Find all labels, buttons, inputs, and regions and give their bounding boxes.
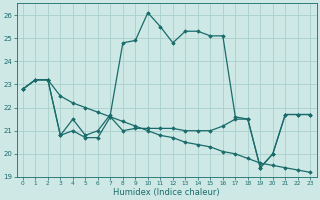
X-axis label: Humidex (Indice chaleur): Humidex (Indice chaleur) — [113, 188, 220, 197]
